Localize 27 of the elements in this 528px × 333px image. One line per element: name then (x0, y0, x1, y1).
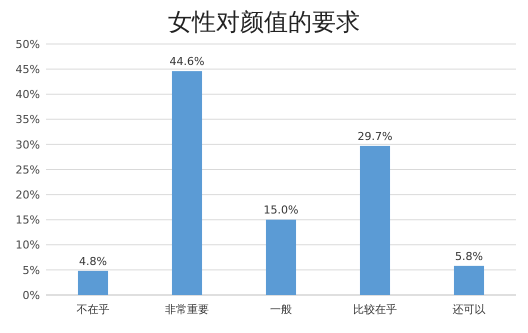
y-tick-label: 0% (22, 288, 40, 302)
y-tick-label: 30% (16, 138, 40, 152)
y-tick-label: 10% (16, 238, 40, 252)
chart-title: 女性对颜值的要求 (168, 8, 360, 36)
bar (360, 146, 390, 295)
y-tick-label: 15% (16, 214, 40, 227)
bar (454, 266, 484, 295)
bar (172, 71, 202, 295)
y-tick-label: 5% (22, 264, 40, 277)
x-tick-label: 比较在乎 (353, 303, 397, 316)
data-label: 29.7% (358, 130, 392, 143)
bar (78, 270, 108, 295)
x-tick-label: 不在乎 (76, 303, 110, 316)
y-tick-label: 25% (16, 163, 40, 176)
x-tick-label: 还可以 (452, 303, 486, 316)
data-label: 5.8% (455, 250, 483, 263)
y-tick-label: 35% (16, 113, 40, 126)
bar (266, 220, 296, 295)
x-tick-label: 非常重要 (165, 303, 209, 316)
y-tick-label: 45% (16, 62, 40, 76)
data-label: 4.8% (79, 254, 107, 268)
y-tick-label: 40% (16, 88, 40, 102)
data-label: 44.6% (170, 55, 204, 68)
x-tick-label: 一般 (270, 303, 292, 316)
y-tick-label: 20% (16, 188, 40, 202)
data-label: 15.0% (264, 204, 298, 217)
y-tick-label: 50% (16, 38, 40, 51)
